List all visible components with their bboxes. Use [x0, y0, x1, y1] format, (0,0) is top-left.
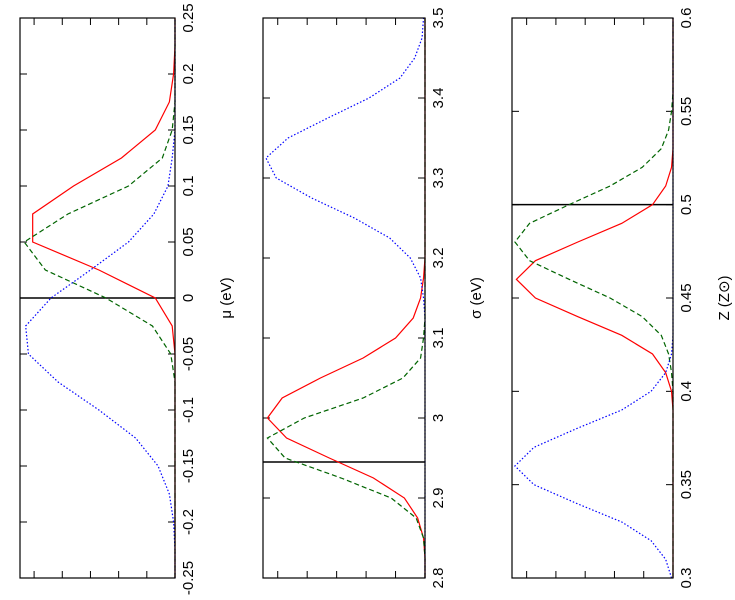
plot-frame — [262, 17, 426, 579]
curve — [23, 18, 176, 578]
x-tick-label: 0.55 — [678, 97, 695, 126]
x-tick-label: 0.3 — [678, 568, 695, 589]
x-tick-label: 0.35 — [678, 470, 695, 499]
curve — [515, 18, 674, 578]
x-tick-label: 2.8 — [430, 568, 447, 589]
x-tick-label: 3.4 — [430, 88, 447, 109]
curve — [514, 18, 674, 578]
plot-frame — [19, 17, 176, 579]
axis-label: σ (eV) — [468, 277, 485, 319]
x-tick-label: 3.5 — [430, 8, 447, 29]
axis-label: μ (eV) — [218, 277, 235, 318]
x-tick-label: 2.9 — [430, 488, 447, 509]
x-tick-label: 0.1 — [180, 176, 197, 197]
x-tick-label: 0.25 — [180, 3, 197, 32]
x-tick-label: 0.2 — [180, 64, 197, 85]
x-tick-label: 0 — [180, 294, 197, 302]
x-tick-label: 3.3 — [430, 168, 447, 189]
x-tick-label: 3 — [430, 414, 447, 422]
plot-frame — [511, 17, 674, 579]
x-tick-label: -0.05 — [180, 337, 197, 371]
x-tick-label: 0.5 — [678, 194, 695, 215]
x-tick-label: -0.25 — [180, 561, 197, 595]
curve — [266, 18, 426, 578]
curve — [514, 18, 674, 579]
x-tick-label: 3.2 — [430, 248, 447, 269]
x-tick-label: -0.1 — [180, 397, 197, 423]
x-tick-label: 3.1 — [430, 328, 447, 349]
x-tick-label: -0.15 — [180, 449, 197, 483]
curve — [266, 18, 426, 578]
x-tick-label: -0.2 — [180, 509, 197, 535]
x-tick-label: 0.6 — [678, 8, 695, 29]
x-tick-label: 0.15 — [180, 115, 197, 144]
x-tick-label: 0.4 — [678, 381, 695, 402]
axis-label: Z (Z⊙) — [716, 275, 733, 320]
x-tick-label: 0.05 — [180, 227, 197, 256]
x-tick-label: 0.45 — [678, 283, 695, 312]
curve — [265, 17, 426, 578]
